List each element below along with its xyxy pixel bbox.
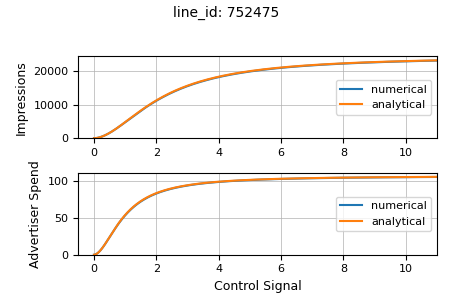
Legend: numerical, analytical: numerical, analytical — [335, 80, 431, 115]
numerical — [433, 175, 439, 179]
numerical — [364, 176, 369, 179]
numerical — [358, 61, 364, 65]
Line: analytical: analytical — [94, 60, 436, 138]
numerical — [242, 70, 247, 74]
analytical — [91, 136, 97, 140]
Line: numerical: numerical — [94, 61, 436, 138]
numerical — [126, 118, 131, 121]
numerical — [126, 209, 131, 213]
analytical — [91, 253, 97, 257]
analytical — [326, 176, 331, 180]
analytical — [242, 178, 247, 182]
Text: line_id: 752475: line_id: 752475 — [172, 6, 279, 20]
analytical — [358, 61, 364, 64]
analytical — [364, 60, 369, 64]
numerical — [433, 59, 439, 63]
Line: analytical: analytical — [94, 177, 436, 255]
numerical — [326, 176, 331, 180]
numerical — [242, 178, 247, 182]
Legend: numerical, analytical: numerical, analytical — [335, 197, 431, 231]
numerical — [230, 72, 235, 76]
analytical — [433, 59, 439, 62]
analytical — [126, 117, 131, 121]
numerical — [91, 253, 97, 257]
analytical — [358, 176, 364, 179]
numerical — [364, 61, 369, 64]
numerical — [91, 136, 97, 140]
X-axis label: Control Signal: Control Signal — [213, 280, 301, 293]
analytical — [433, 175, 439, 179]
Y-axis label: Impressions: Impressions — [15, 60, 28, 135]
analytical — [326, 62, 331, 66]
Line: numerical: numerical — [94, 177, 436, 255]
Y-axis label: Advertiser Spend: Advertiser Spend — [29, 160, 42, 268]
analytical — [126, 209, 131, 213]
numerical — [230, 179, 235, 183]
numerical — [358, 176, 364, 179]
analytical — [364, 176, 369, 179]
analytical — [230, 72, 235, 76]
analytical — [242, 70, 247, 74]
analytical — [230, 179, 235, 183]
numerical — [326, 63, 331, 66]
